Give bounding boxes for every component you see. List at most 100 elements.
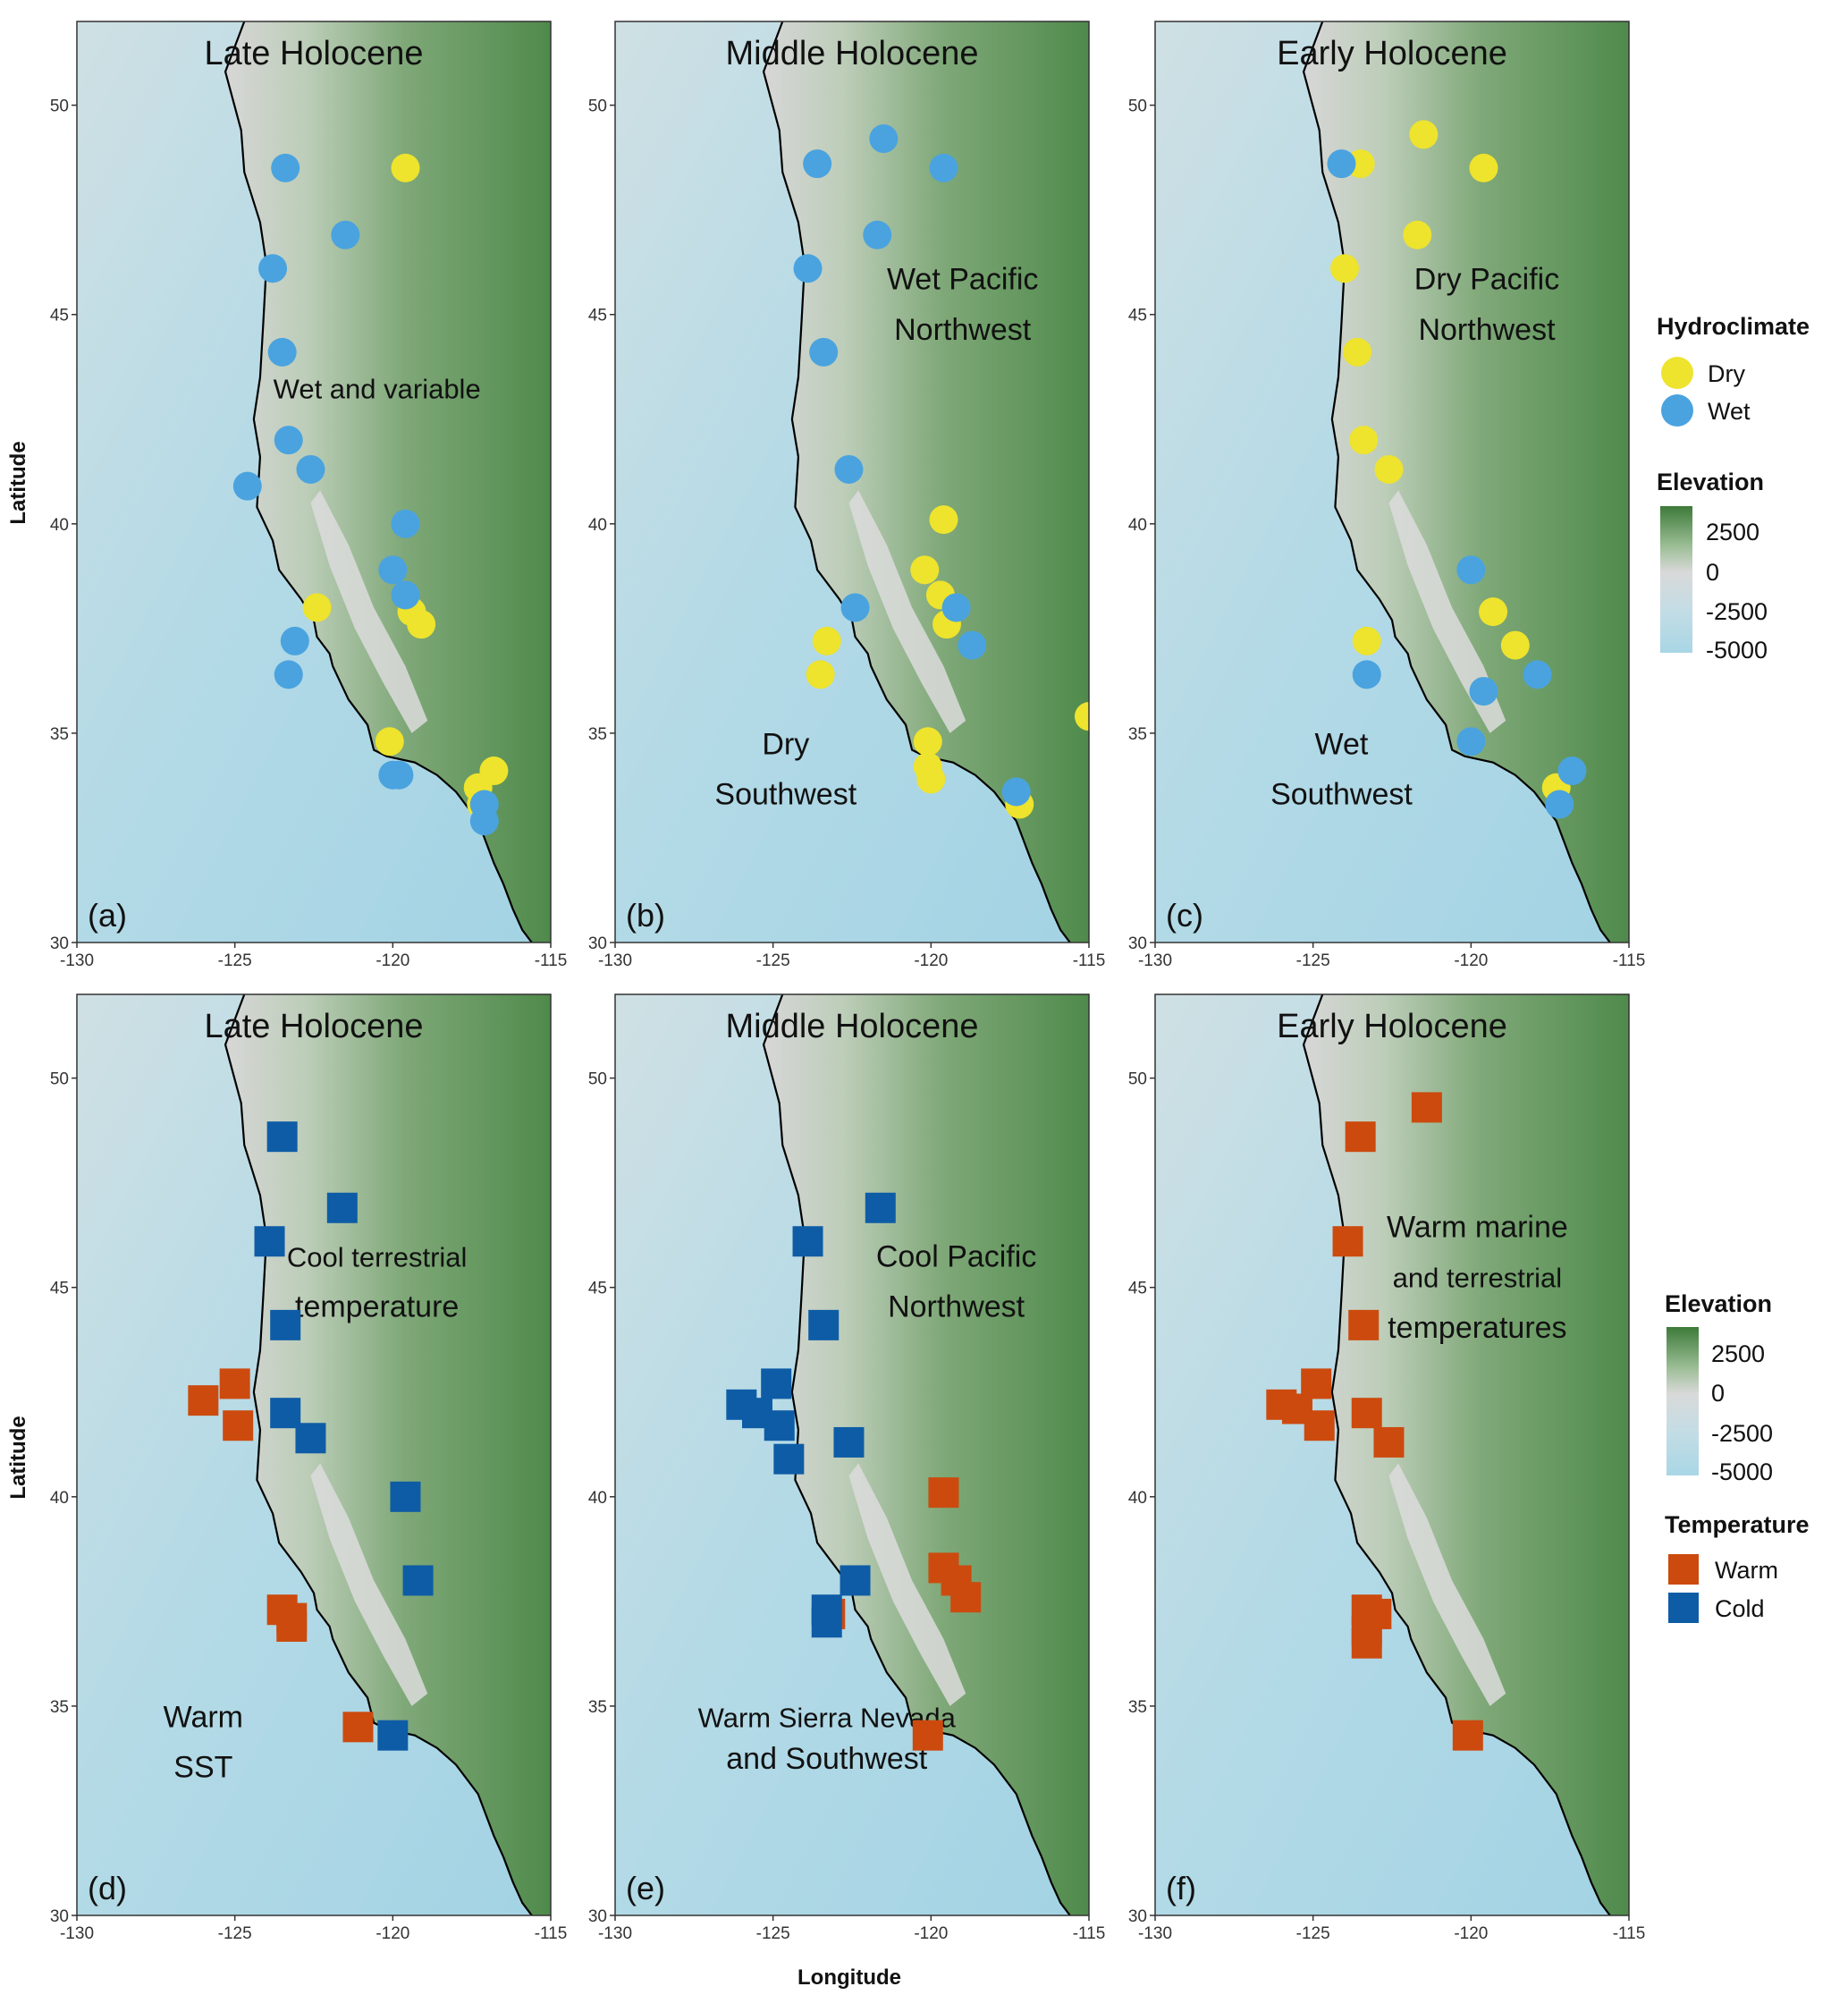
panel-frame	[614, 993, 1090, 1916]
y-tick-label: 35	[50, 725, 69, 744]
y-axis-label-top: Latitude	[6, 441, 30, 524]
x-tick-label: -125	[756, 951, 790, 970]
marker-warm	[1351, 1627, 1382, 1659]
x-tick-label: -120	[914, 1924, 948, 1943]
map-annotation: Cool Pacific	[876, 1239, 1037, 1273]
marker-warm	[219, 1368, 250, 1399]
elev-tick-bottom-m2500: -2500	[1711, 1420, 1773, 1447]
marker-warm	[1304, 1410, 1335, 1441]
elev-tick-top-m2500: -2500	[1706, 598, 1768, 625]
elev-tick-bottom-0: 0	[1711, 1380, 1725, 1407]
marker-wet	[793, 254, 823, 283]
x-tick-label: -120	[1454, 951, 1488, 970]
marker-dry	[916, 765, 946, 794]
marker-warm	[1345, 1121, 1376, 1153]
map-panel-f: Early Holocene Warm marine and terrestrial…	[1128, 993, 1645, 1943]
marker-wet	[271, 153, 300, 182]
marker-wet	[258, 254, 288, 283]
marker-dry	[1403, 220, 1432, 249]
coastline	[224, 994, 533, 1915]
y-tick-label: 30	[588, 934, 607, 953]
panel-title: Late Holocene	[204, 35, 423, 72]
y-tick-label: 40	[588, 1489, 607, 1508]
y-tick-label: 35	[1128, 1698, 1147, 1717]
x-tick-label: -130	[1138, 1924, 1172, 1943]
marker-wet	[869, 124, 899, 154]
marker-wet	[267, 337, 297, 367]
land-elevation	[1304, 994, 1629, 1915]
panel-frame	[1154, 993, 1630, 1916]
marker-wet	[941, 593, 971, 622]
marker-cold	[761, 1368, 792, 1399]
marker-wet	[469, 807, 499, 836]
marker-cold	[808, 1309, 840, 1340]
y-tick-label: 35	[1128, 725, 1147, 744]
marker-dry	[1075, 702, 1089, 731]
panel-frame	[614, 21, 1090, 943]
marker-cold	[865, 1192, 896, 1223]
elev-tick-bottom-m5000: -5000	[1711, 1458, 1773, 1485]
y-tick-label: 40	[1128, 516, 1147, 535]
panel-label: (c)	[1166, 897, 1203, 934]
y-tick-label: 30	[1128, 1907, 1147, 1926]
map-panel-d: Late Holocene Cool terrestrial temperature…	[50, 993, 567, 1943]
y-tick-label: 50	[588, 1070, 607, 1089]
marker-wet	[274, 660, 303, 689]
map-annotation: Wet Pacific	[887, 263, 1038, 297]
marker-wet	[384, 760, 414, 790]
marker-cold	[792, 1226, 823, 1257]
elevation-legend-title-top: Elevation	[1657, 469, 1764, 495]
map-annotation: Warm	[164, 1700, 243, 1734]
marker-wet	[391, 580, 420, 610]
panel-title: Middle Holocene	[725, 35, 978, 72]
hydroclimate-legend-title: Hydroclimate	[1657, 313, 1810, 340]
x-tick-label: -120	[376, 1924, 409, 1943]
map-annotation: Southwest	[1270, 778, 1413, 812]
panel-title: Early Holocene	[1277, 35, 1507, 72]
marker-dry	[375, 727, 404, 757]
marker-cold	[773, 1443, 805, 1475]
elevation-colorbar-bottom	[1667, 1327, 1699, 1475]
land-elevation	[764, 994, 1089, 1915]
marker-cold	[295, 1423, 326, 1454]
y-tick-label: 45	[50, 307, 69, 325]
coastline	[762, 21, 1071, 943]
coastline	[762, 994, 1071, 1915]
marker-cold	[377, 1720, 409, 1751]
elev-tick-top-0: 0	[1706, 559, 1719, 586]
y-tick-label: 45	[1128, 307, 1147, 325]
panel-label: (d)	[88, 1870, 127, 1906]
marker-warm	[950, 1582, 982, 1613]
marker-warm	[1348, 1309, 1380, 1340]
legend-cold-key	[1668, 1593, 1699, 1623]
map-annotation: temperatures	[1388, 1311, 1566, 1345]
y-tick-label: 30	[588, 1907, 607, 1926]
y-tick-label: 40	[50, 1489, 69, 1508]
marker-dry	[1330, 254, 1359, 283]
x-tick-label: -125	[1296, 1924, 1330, 1943]
marker-warm	[1351, 1398, 1382, 1429]
marker-wet	[1456, 555, 1486, 585]
marker-wet	[1523, 660, 1552, 689]
marker-cold	[254, 1226, 285, 1257]
x-tick-label: -125	[756, 1924, 790, 1943]
marker-dry	[1352, 626, 1381, 655]
land-elevation	[225, 994, 551, 1915]
marker-cold	[390, 1481, 421, 1512]
panel-frame	[76, 21, 552, 943]
x-tick-label: -130	[598, 951, 632, 970]
land-elevation	[1304, 21, 1629, 943]
panel-label: (b)	[626, 897, 665, 934]
coastline	[1302, 994, 1611, 1915]
panel-frame	[76, 993, 552, 1916]
y-tick-label: 45	[50, 1280, 69, 1298]
map-annotation: temperature	[295, 1290, 459, 1324]
marker-wet	[1327, 149, 1356, 179]
marker-wet	[809, 337, 839, 367]
x-tick-label: -125	[218, 1924, 252, 1943]
map-annotation: and Southwest	[726, 1742, 927, 1776]
marker-dry	[1479, 597, 1508, 627]
marker-cold	[326, 1192, 358, 1223]
panel-title: Early Holocene	[1277, 1008, 1507, 1045]
map-panel-c: Early Holocene Dry Pacific Northwest Wet Sou…	[1128, 21, 1645, 970]
